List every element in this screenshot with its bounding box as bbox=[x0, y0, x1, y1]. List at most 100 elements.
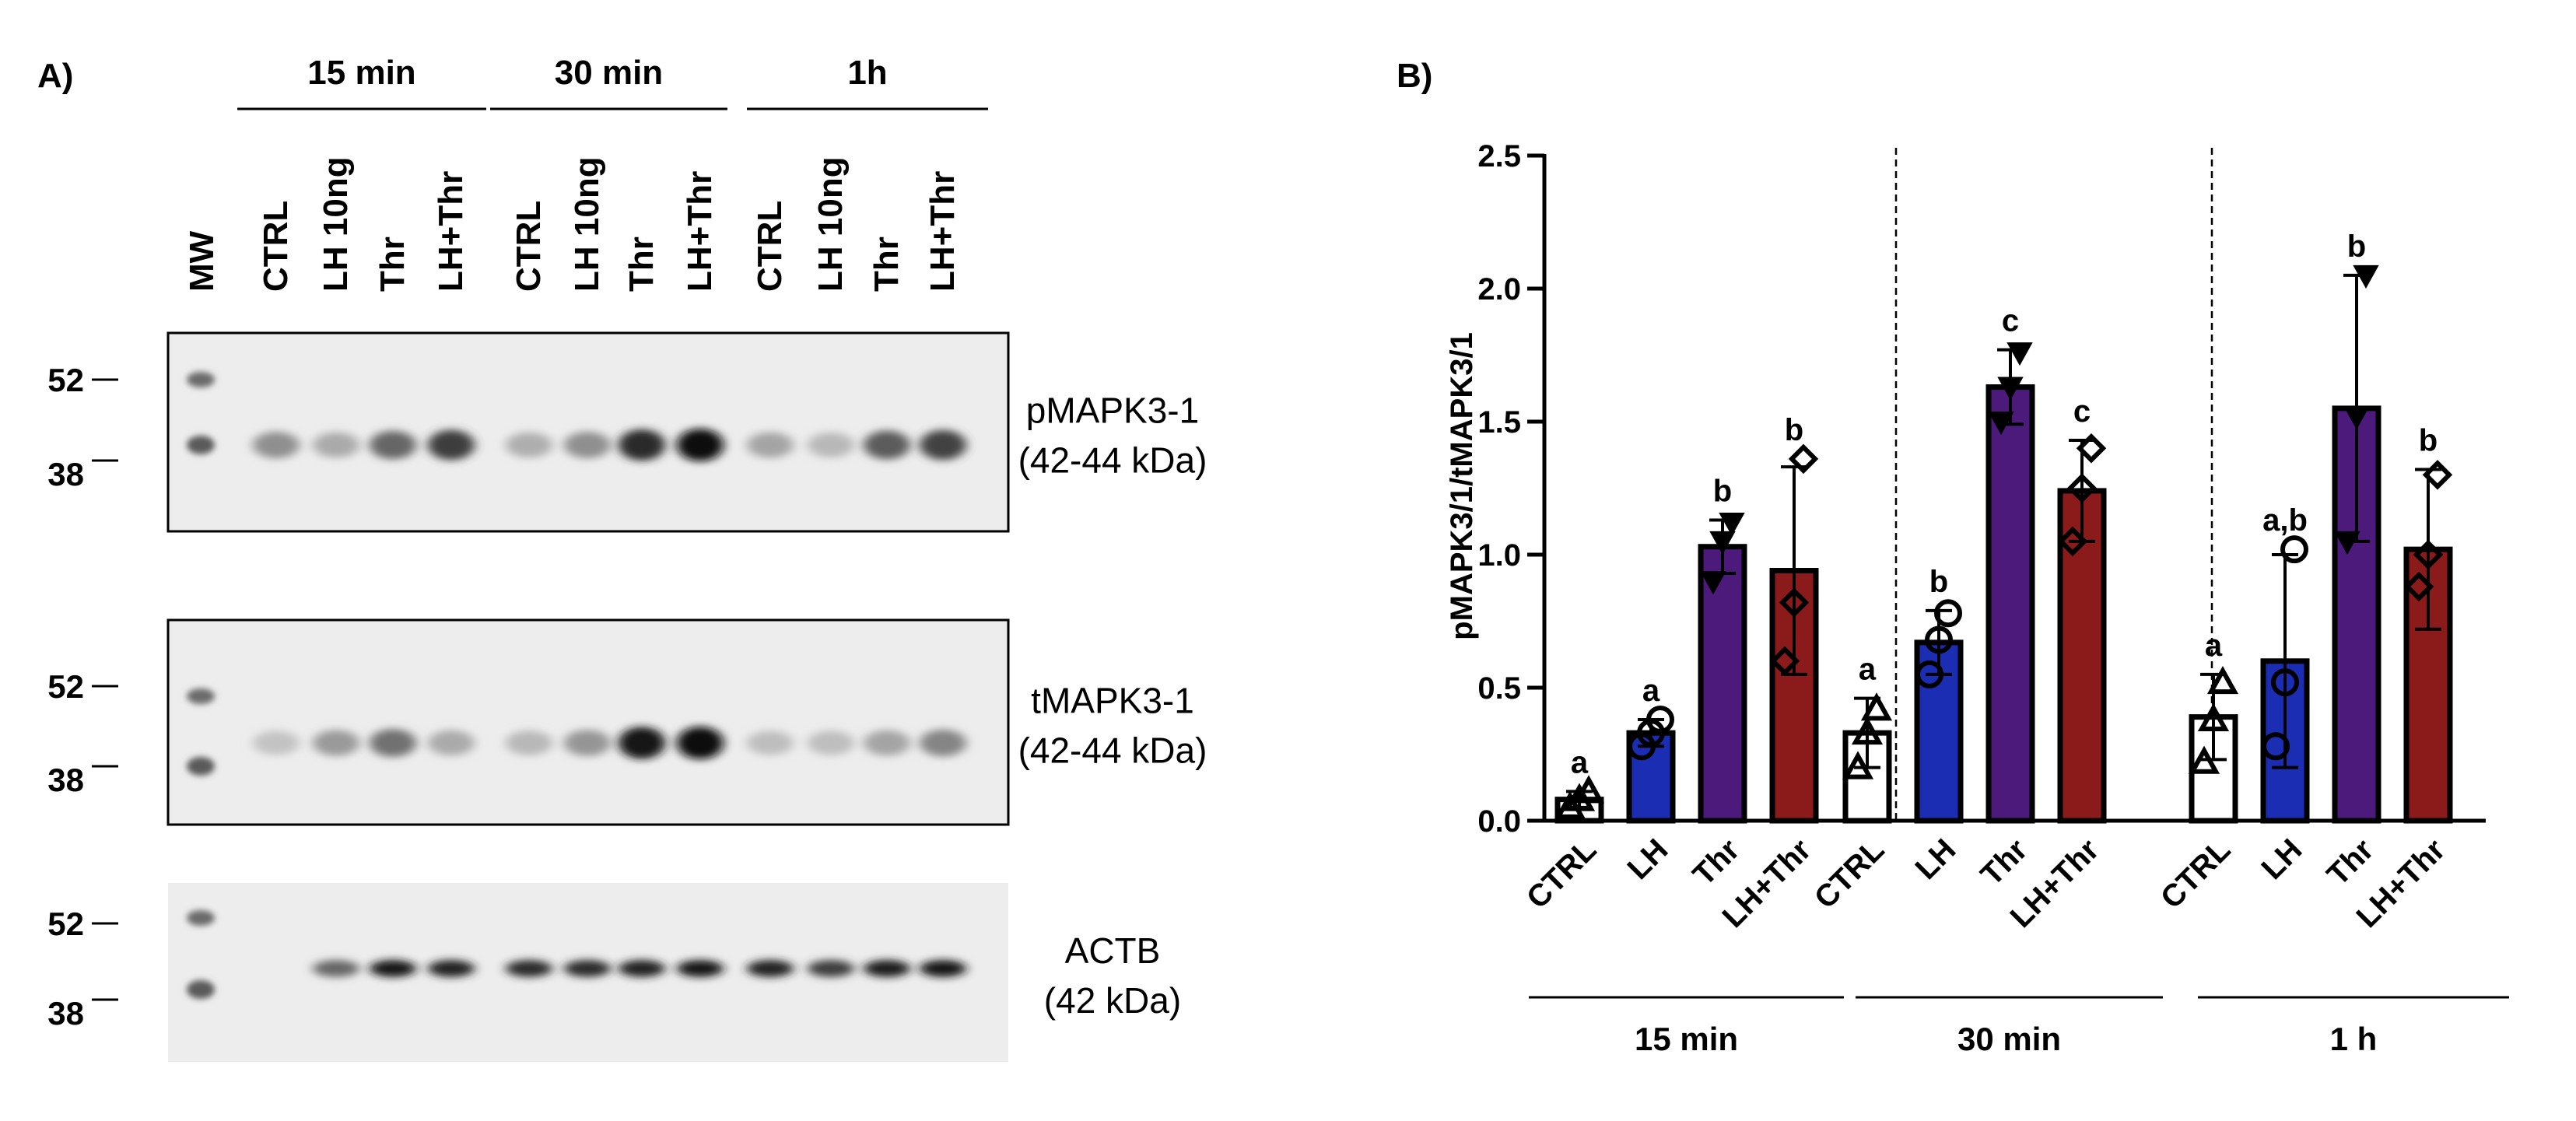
western-blot-panel: A) 15 min 30 min 1h CTRL LH 10ng Thr LH+Thr CT… bbox=[37, 54, 1207, 1062]
x-tick-label: CTRL bbox=[2154, 832, 2238, 916]
bar-group-item: a,b LH bbox=[2255, 503, 2310, 886]
y-tick-label: 1.0 bbox=[1477, 538, 1521, 573]
time-group-label: 15 min bbox=[307, 54, 415, 92]
mw-lane-label: MW bbox=[183, 230, 221, 292]
blot-kda: (42-44 kDa) bbox=[1018, 440, 1207, 481]
x-tick-label: Thr bbox=[2321, 832, 2381, 892]
time-group-label: 15 min bbox=[1635, 1021, 1738, 1057]
mw-ladder-band bbox=[187, 910, 215, 926]
y-tick-label: 0.5 bbox=[1477, 671, 1521, 706]
x-tick-label: CTRL bbox=[1520, 832, 1603, 916]
mw-ladder-band bbox=[187, 372, 215, 387]
data-point bbox=[2343, 406, 2370, 430]
mw-ladder-band bbox=[187, 688, 215, 704]
significance-letter: b bbox=[1713, 475, 1732, 509]
significance-letter: a bbox=[1859, 653, 1877, 687]
protein-band bbox=[313, 960, 359, 977]
lane-label: LH+Thr bbox=[681, 171, 719, 292]
protein-band bbox=[506, 432, 552, 458]
y-tick-label: 1.5 bbox=[1477, 405, 1521, 440]
data-point bbox=[2188, 745, 2220, 774]
significance-letter: c bbox=[2002, 304, 2019, 338]
protein-band bbox=[677, 429, 724, 461]
data-point bbox=[1700, 571, 1726, 595]
data-point bbox=[1925, 625, 1953, 654]
lane-label: LH+Thr bbox=[924, 171, 962, 292]
data-point bbox=[1709, 531, 1736, 555]
data-point bbox=[2353, 264, 2379, 289]
blot-name: tMAPK3-1 bbox=[1031, 681, 1194, 721]
lane-label: LH 10ng bbox=[568, 156, 606, 292]
protein-band bbox=[619, 960, 665, 977]
bar-group-item: cLH+Thr bbox=[2003, 394, 2107, 934]
lane-label: Thr bbox=[373, 236, 412, 292]
protein-band bbox=[564, 431, 611, 459]
y-axis-label: pMAPK3/1/tMAPK3/1 bbox=[1445, 332, 1479, 640]
bar-group-item: a LH bbox=[1621, 674, 1676, 886]
marker-label: 52 bbox=[47, 668, 84, 705]
data-point bbox=[1997, 377, 2024, 401]
x-tick-label: LH bbox=[2255, 832, 2309, 886]
protein-band bbox=[313, 432, 359, 458]
blot-strip: 52 38 ACTB (42 kDa) bbox=[47, 883, 1181, 1062]
panel-a-label: A) bbox=[37, 57, 73, 95]
data-point bbox=[2413, 539, 2444, 570]
protein-band bbox=[253, 730, 300, 755]
significance-letter: a bbox=[1642, 674, 1660, 708]
blot-name: pMAPK3-1 bbox=[1026, 391, 1199, 431]
data-point bbox=[1842, 751, 1874, 779]
protein-band bbox=[370, 430, 416, 460]
x-tick-label: CTRL bbox=[1808, 832, 1891, 916]
data-point bbox=[2197, 702, 2230, 732]
protein-band bbox=[920, 729, 966, 757]
protein-band bbox=[808, 730, 854, 755]
protein-band bbox=[506, 730, 552, 755]
protein-band bbox=[253, 431, 300, 459]
significance-letter: a bbox=[2205, 629, 2223, 663]
lane-label: CTRL bbox=[510, 201, 548, 292]
bar-group-item: a CTRL bbox=[1520, 745, 1605, 916]
protein-band bbox=[864, 960, 910, 977]
y-tick-label: 2.0 bbox=[1477, 272, 1521, 307]
protein-band bbox=[619, 727, 665, 759]
bar-group-item: a CTRL bbox=[1808, 653, 1893, 916]
data-point bbox=[1769, 646, 1800, 677]
significance-letter: b bbox=[1929, 565, 1948, 599]
x-tick-label: LH bbox=[1909, 832, 1963, 886]
protein-band bbox=[864, 430, 910, 460]
x-tick-label: Thr bbox=[1975, 832, 2035, 892]
data-point bbox=[2206, 665, 2239, 695]
data-point bbox=[1779, 587, 1810, 618]
data-point bbox=[2057, 526, 2088, 557]
significance-letter: b bbox=[2347, 229, 2366, 264]
data-point bbox=[1915, 660, 1943, 688]
bar-chart: 0.0 0.5 1.0 1.5 2.0 2.5 pMAPK3/1/tMAPK3/1 a CTRL… bbox=[1445, 139, 2509, 1057]
blot-strip: 52 38 pMAPK3-1 (42-44 kDa) bbox=[47, 331, 1207, 533]
y-tick-label: 2.5 bbox=[1477, 139, 1521, 173]
lane-label: Thr bbox=[622, 236, 661, 292]
data-point bbox=[1988, 412, 2014, 436]
marker-label: 52 bbox=[47, 362, 84, 398]
protein-band bbox=[370, 729, 416, 757]
protein-band bbox=[747, 960, 794, 977]
data-point bbox=[1554, 790, 1586, 819]
time-group-label: 30 min bbox=[1957, 1021, 2061, 1057]
protein-band bbox=[747, 432, 794, 458]
bar bbox=[1698, 544, 1747, 824]
blot-name: ACTB bbox=[1065, 930, 1161, 971]
bar-group-item: a CTRL bbox=[2154, 629, 2239, 916]
protein-band bbox=[564, 960, 611, 977]
mw-ladder-band bbox=[187, 980, 215, 999]
lane-label: LH 10ng bbox=[811, 156, 850, 292]
time-group-label: 30 min bbox=[555, 54, 663, 92]
lane-label: Thr bbox=[867, 236, 906, 292]
lane-label: CTRL bbox=[751, 201, 789, 292]
data-point bbox=[2280, 535, 2308, 564]
significance-letter: b bbox=[2419, 424, 2438, 458]
protein-band bbox=[313, 730, 359, 756]
protein-band bbox=[920, 429, 966, 461]
data-point bbox=[2422, 460, 2453, 490]
blot-kda: (42-44 kDa) bbox=[1018, 730, 1207, 771]
protein-band bbox=[370, 960, 416, 977]
